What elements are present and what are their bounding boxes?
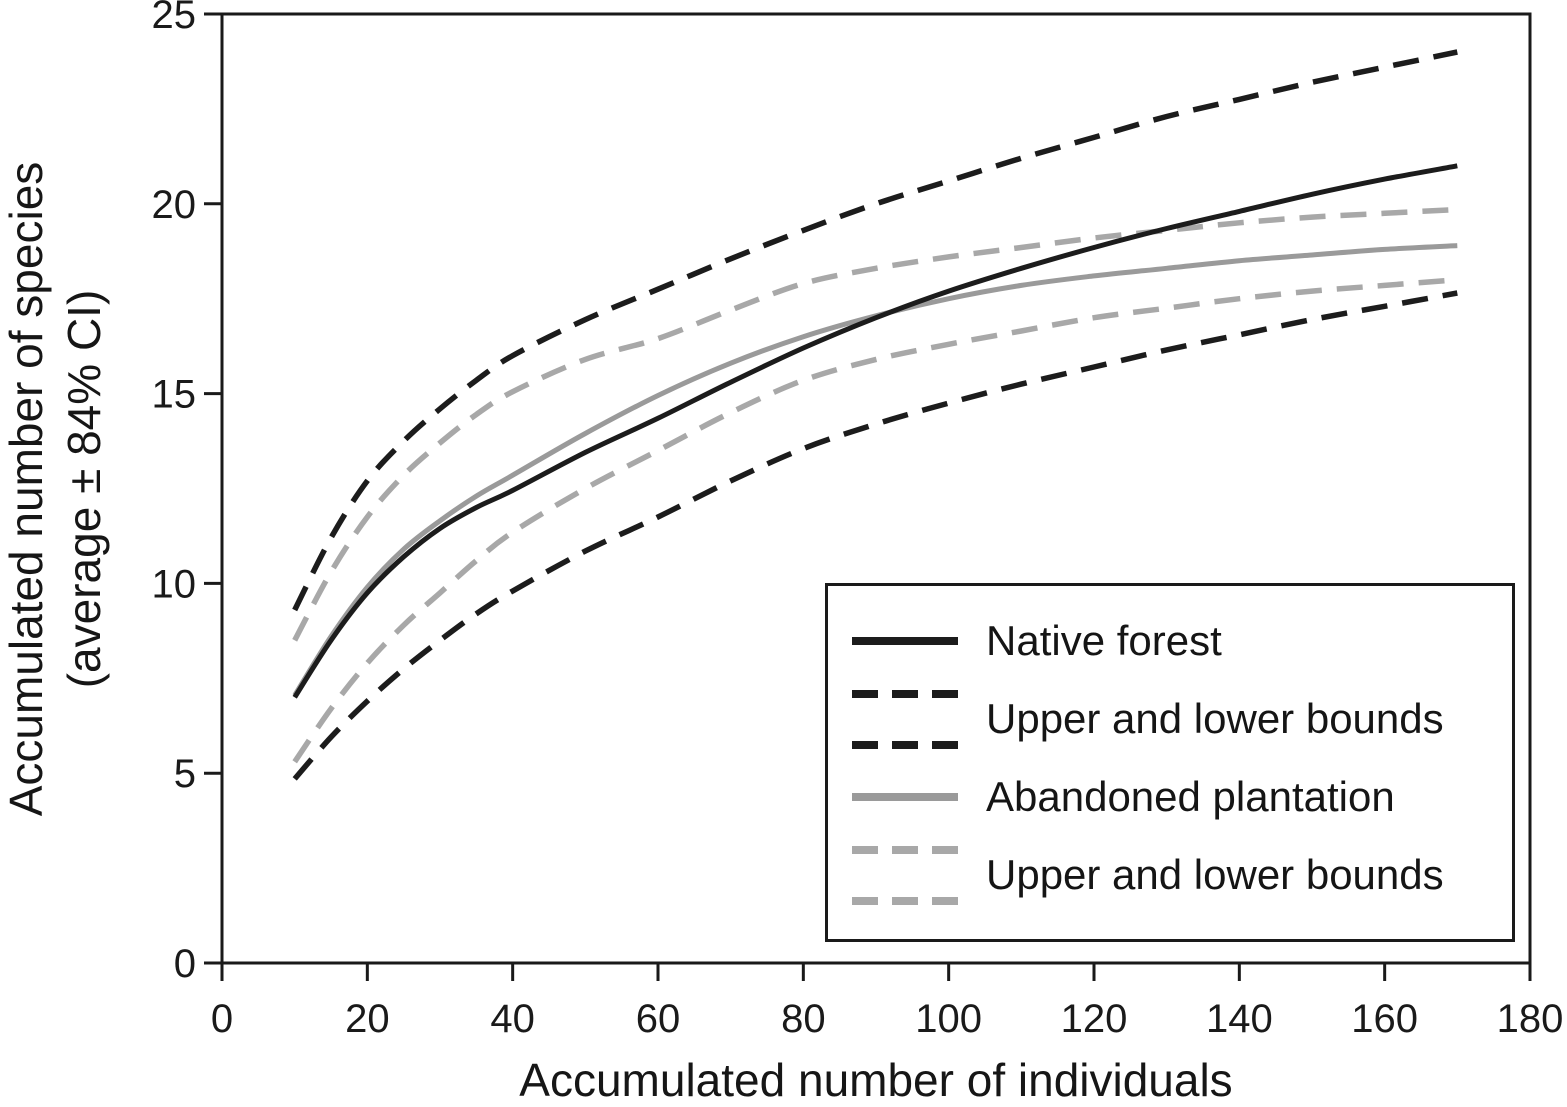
series-abandoned-plantation-line (292, 243, 1458, 697)
legend: Native forest Upper and lower bounds Aba… (825, 583, 1515, 942)
x-tick-label: 180 (1497, 997, 1564, 1041)
double-dash-black-line-icon (852, 690, 958, 749)
series-native-forest-lower-bound-line (292, 290, 1458, 781)
legend-row-plantation-bounds: Upper and lower bounds (828, 836, 1512, 914)
x-tick-label: 80 (781, 997, 826, 1041)
x-tick-label: 100 (915, 997, 982, 1041)
legend-row-abandoned-plantation: Abandoned plantation (828, 758, 1512, 836)
double-dash-gray-line-icon (852, 846, 958, 905)
x-tick-label: 0 (211, 997, 233, 1041)
y-tick-label: 5 (174, 752, 196, 796)
legend-label-abandoned-plantation: Abandoned plantation (986, 773, 1395, 820)
solid-gray-line-icon (852, 793, 958, 801)
legend-row-native-forest: Native forest (828, 602, 1512, 680)
legend-label-plantation-bounds: Upper and lower bounds (986, 851, 1444, 898)
x-tick-label: 60 (636, 997, 681, 1041)
y-tick-label: 15 (152, 373, 197, 417)
x-tick-label: 140 (1206, 997, 1273, 1041)
legend-label-native-bounds: Upper and lower bounds (986, 695, 1444, 742)
series-abandoned-plantation-upper-bound-line (292, 206, 1458, 642)
y-tick-label: 20 (152, 183, 197, 227)
x-tick-label: 20 (345, 997, 390, 1041)
y-tick-label: 10 (152, 562, 197, 606)
x-axis-title: Accumulated number of individuals (519, 1054, 1232, 1106)
y-tick-label: 0 (174, 942, 196, 986)
y-axis-title-line1: Accumulated number of species (0, 162, 52, 817)
y-tick-label: 25 (152, 0, 197, 37)
legend-row-native-bounds: Upper and lower bounds (828, 680, 1512, 758)
series-native-forest-line (292, 163, 1458, 699)
series-native-forest-upper-bound-line (292, 49, 1458, 612)
x-tick-label: 160 (1351, 997, 1418, 1041)
legend-label-native-forest: Native forest (986, 617, 1222, 664)
solid-black-line-icon (852, 637, 958, 645)
x-tick-label: 40 (490, 997, 535, 1041)
series-abandoned-plantation-lower-bound-line (292, 276, 1458, 764)
x-tick-label: 120 (1061, 997, 1128, 1041)
y-axis-title-line2: (average ± 84% CI) (58, 290, 110, 689)
plot-border (220, 12, 1532, 965)
